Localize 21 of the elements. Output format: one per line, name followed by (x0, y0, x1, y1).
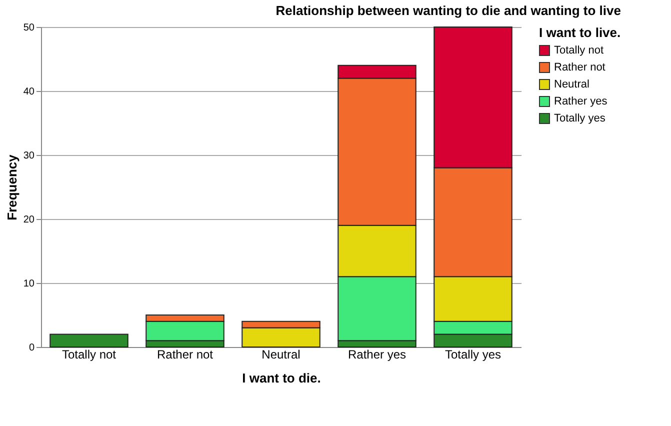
legend-label: Totally not (554, 44, 604, 56)
y-tick-label: 30 (23, 150, 35, 162)
y-tick-label: 0 (28, 342, 35, 354)
legend-label: Rather not (554, 62, 606, 74)
x-tick-label: Rather not (156, 348, 214, 362)
legend-label: Rather yes (554, 96, 608, 108)
chart-title: Relationship between wanting to die and wanting to live (276, 3, 621, 18)
y-tick-label: 20 (23, 214, 35, 226)
x-tick-label: Totally yes (444, 348, 502, 362)
y-tick-label: 40 (23, 86, 35, 98)
bar (50, 334, 128, 348)
x-tick-label: Rather yes (348, 348, 406, 362)
legend-label: Totally yes (554, 112, 606, 124)
legend-label: Neutral (554, 78, 590, 90)
legend-title: I want to live. (539, 25, 621, 40)
y-axis-title: Frequency (4, 154, 20, 220)
x-tick-label: Neutral (262, 348, 300, 362)
x-tick-label: Totally not (62, 348, 117, 362)
x-axis-title: I want to die. (242, 370, 321, 386)
y-tick-label: 50 (23, 22, 35, 34)
y-tick-label: 10 (23, 278, 35, 290)
